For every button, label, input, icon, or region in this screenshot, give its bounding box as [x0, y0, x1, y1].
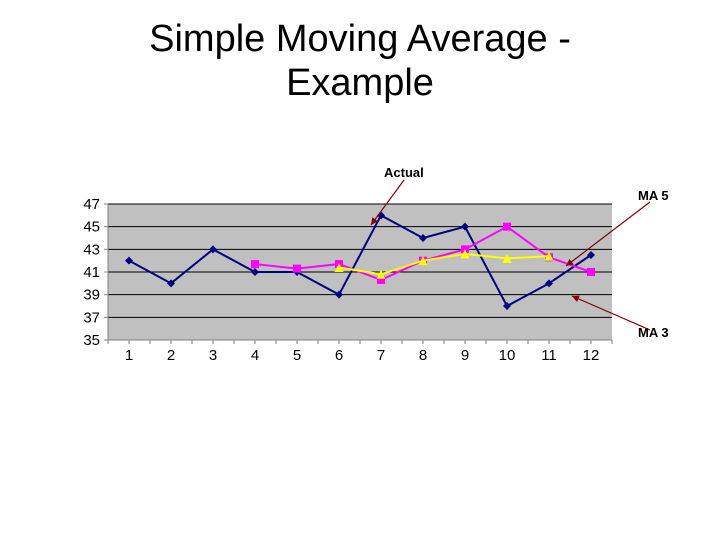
svg-text:5: 5	[293, 347, 301, 364]
svg-text:3: 3	[209, 347, 217, 364]
title-line-2: Example	[0, 62, 720, 106]
title-line-1: Simple Moving Average -	[0, 18, 720, 62]
svg-text:4: 4	[251, 347, 259, 364]
svg-text:7: 7	[377, 347, 385, 364]
slide: Simple Moving Average - Example 35373941…	[0, 0, 720, 540]
svg-text:39: 39	[83, 287, 100, 304]
svg-text:47: 47	[83, 198, 100, 213]
svg-text:1: 1	[125, 347, 133, 364]
annot-ma5: MA 5	[638, 188, 669, 203]
svg-text:43: 43	[83, 241, 100, 258]
svg-text:2: 2	[167, 347, 175, 364]
annot-actual: Actual	[384, 165, 424, 180]
svg-text:9: 9	[461, 347, 469, 364]
svg-text:41: 41	[83, 264, 100, 281]
svg-text:12: 12	[583, 347, 600, 364]
annot-ma3: MA 3	[638, 325, 669, 340]
svg-text:6: 6	[335, 347, 343, 364]
svg-text:35: 35	[83, 332, 100, 349]
chart-svg: 35373941434547123456789101112	[62, 198, 622, 370]
slide-title: Simple Moving Average - Example	[0, 18, 720, 105]
svg-text:11: 11	[541, 347, 557, 364]
svg-text:37: 37	[83, 309, 100, 326]
svg-text:10: 10	[499, 347, 516, 364]
moving-average-chart: 35373941434547123456789101112	[62, 198, 622, 370]
svg-text:8: 8	[419, 347, 427, 364]
svg-text:45: 45	[83, 219, 100, 236]
